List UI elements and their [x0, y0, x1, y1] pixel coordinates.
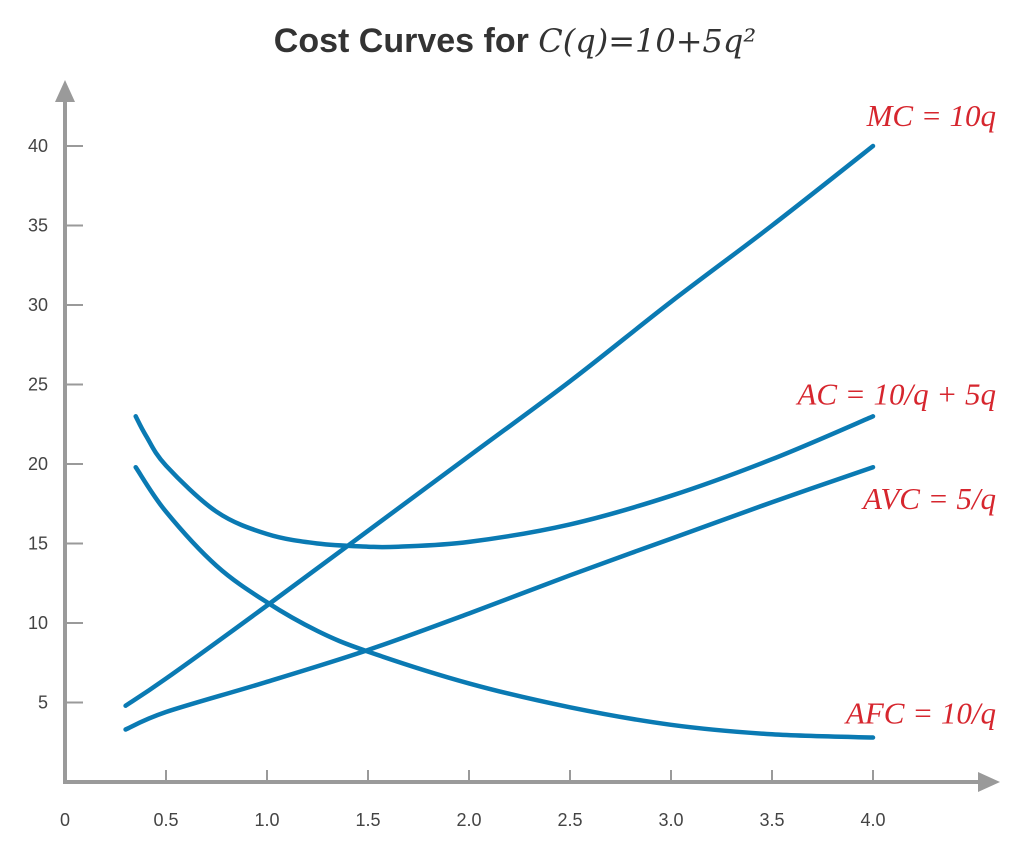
x-tick-label: 4.0	[860, 810, 885, 830]
x-tick-label: 0.5	[153, 810, 178, 830]
chart-title: Cost Curves for C(q)=10+5q²	[274, 22, 756, 60]
ac-label: AC = 10/q + 5q	[795, 376, 996, 411]
y-tick-label: 10	[28, 613, 48, 633]
y-tick-label: 5	[38, 693, 48, 713]
y-tick-label: 30	[28, 295, 48, 315]
x-tick-label: 2.0	[456, 810, 481, 830]
x-tick-label: 1.5	[355, 810, 380, 830]
x-tick-label: 3.0	[658, 810, 683, 830]
avc-label: AVC = 5/q	[861, 481, 996, 516]
x-tick-label: 0	[60, 810, 70, 830]
y-axis-arrow	[55, 80, 75, 102]
axes	[55, 80, 1000, 792]
ticks: 0 0.5 1.0 1.5 2.0 2.5 3.0 3.5 4.0 5 10 15 20 25 30 35 40	[28, 136, 886, 830]
y-tick-label: 40	[28, 136, 48, 156]
y-tick-label: 20	[28, 454, 48, 474]
mc-curve	[123, 143, 876, 708]
afc-label: AFC = 10/q	[844, 695, 996, 730]
avc-curve	[123, 464, 876, 732]
ac-curve	[133, 414, 876, 550]
curves	[123, 143, 876, 740]
chart-title-prefix: Cost Curves for	[274, 22, 539, 60]
curve-labels: MC = 10q AC = 10/q + 5q AVC = 5/q AFC = 10/…	[795, 98, 996, 730]
x-tick-label: 3.5	[759, 810, 784, 830]
mc-label: MC = 10q	[866, 98, 996, 133]
x-axis-arrow	[978, 772, 1000, 792]
y-tick-label: 25	[28, 375, 48, 395]
y-tick-label: 15	[28, 534, 48, 554]
y-tick-label: 35	[28, 216, 48, 236]
x-tick-label: 2.5	[557, 810, 582, 830]
afc-curve	[133, 464, 876, 740]
chart-title-expression: C(q)=10+5q²	[538, 22, 756, 60]
x-tick-label: 1.0	[254, 810, 279, 830]
